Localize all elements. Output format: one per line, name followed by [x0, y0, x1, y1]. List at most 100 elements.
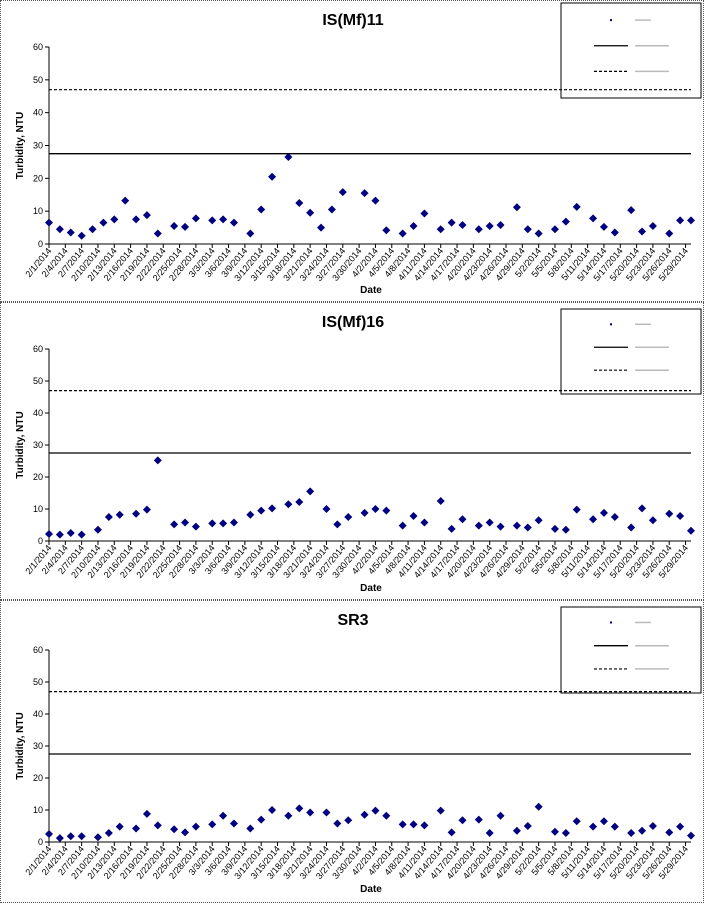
data-point	[268, 172, 277, 181]
data-point	[589, 214, 598, 223]
data-point	[191, 522, 200, 531]
data-point	[382, 506, 391, 515]
x-axis-label: Date	[360, 884, 382, 895]
chart-title: IS(Mf)16	[322, 314, 384, 331]
chart-title: IS(Mf)11	[322, 12, 383, 29]
data-point	[458, 816, 467, 825]
data-point	[627, 829, 636, 838]
y-tick-label: 0	[38, 837, 43, 847]
data-point	[485, 829, 494, 838]
data-point	[77, 832, 86, 841]
data-point	[219, 811, 228, 820]
data-point	[322, 505, 331, 513]
data-point	[496, 811, 505, 820]
data-point	[572, 505, 581, 514]
data-point	[638, 504, 647, 513]
y-tick-label: 10	[33, 805, 43, 815]
data-point	[191, 822, 200, 831]
chart-panel-ismf11: IS(Mf)11 0 10 20 30 40 50 60 2/1/2014 2/4/2014 2/7…	[0, 0, 704, 302]
data-point	[447, 218, 456, 227]
data-point	[219, 519, 228, 528]
data-point	[338, 188, 347, 197]
data-point	[371, 196, 380, 205]
data-point	[246, 824, 255, 833]
y-tick-label: 10	[33, 206, 43, 216]
data-point	[66, 832, 75, 841]
data-point	[474, 815, 483, 824]
data-point	[333, 819, 342, 828]
y-tick-label: 40	[33, 709, 43, 719]
y-tick-label: 20	[33, 773, 43, 783]
data-point	[104, 829, 113, 838]
data-point	[93, 833, 102, 842]
data-point	[333, 520, 342, 529]
data-point	[599, 222, 608, 231]
data-point	[627, 206, 636, 215]
data-point	[550, 225, 559, 234]
data-point	[485, 518, 494, 527]
data-point	[181, 222, 190, 231]
y-tick-label: 50	[33, 677, 43, 687]
legend-marker	[610, 323, 612, 326]
data-point	[474, 225, 483, 234]
data-point	[322, 808, 331, 817]
data-point	[550, 827, 559, 836]
data-point	[523, 523, 532, 532]
data-point	[534, 802, 543, 811]
data-point	[170, 520, 179, 529]
data-point	[561, 829, 570, 838]
data-point	[132, 215, 141, 224]
y-tick-label: 60	[33, 42, 43, 52]
data-point	[121, 196, 130, 205]
data-point	[306, 208, 315, 217]
data-point	[284, 152, 293, 161]
y-axis-label: Turbidity, NTU	[15, 112, 26, 179]
data-point	[447, 828, 456, 837]
data-point	[665, 229, 674, 238]
data-point	[153, 821, 162, 830]
data-point	[229, 518, 238, 527]
data-point	[676, 822, 685, 831]
data-point	[610, 822, 619, 831]
data-point	[306, 808, 315, 817]
data-point	[589, 822, 598, 831]
data-point	[436, 225, 445, 234]
data-point	[99, 218, 108, 227]
data-point	[420, 821, 429, 830]
data-point	[360, 189, 369, 198]
data-point	[229, 218, 238, 227]
data-point	[306, 487, 315, 496]
data-point	[409, 512, 418, 521]
data-point	[66, 529, 75, 537]
x-axis-label: Date	[360, 583, 382, 594]
data-point	[458, 515, 467, 524]
data-point	[687, 526, 695, 535]
data-point	[523, 822, 532, 830]
data-point	[447, 524, 456, 533]
data-point	[512, 521, 521, 530]
data-point	[268, 504, 277, 513]
data-point	[132, 509, 141, 518]
y-axis-label: Turbidity, NTU	[15, 712, 26, 779]
data-point	[610, 228, 619, 237]
data-point	[77, 231, 86, 240]
data-point	[534, 229, 543, 238]
y-tick-label: 50	[33, 376, 43, 386]
data-point	[627, 523, 636, 532]
data-point	[648, 822, 657, 830]
data-point	[268, 806, 277, 814]
data-point	[284, 811, 293, 820]
data-point	[55, 834, 64, 843]
data-point	[648, 221, 657, 230]
data-point	[512, 203, 521, 212]
chart-panel-ismf16: IS(Mf)16 0 10 20 30 40 50 60 2/1/2014 2/4/2014 2/7…	[0, 302, 704, 600]
data-point	[382, 226, 391, 235]
chart-ismf16: IS(Mf)1601020304050602/1/20142/4/20142/7…	[15, 308, 702, 594]
y-tick-label: 40	[33, 108, 43, 118]
data-point	[687, 831, 695, 840]
data-point	[638, 227, 647, 236]
data-point	[208, 216, 217, 225]
data-point	[295, 497, 304, 506]
y-tick-label: 20	[33, 173, 43, 183]
chart-sr3: SR301020304050602/1/20142/4/20142/7/2014…	[15, 606, 702, 895]
